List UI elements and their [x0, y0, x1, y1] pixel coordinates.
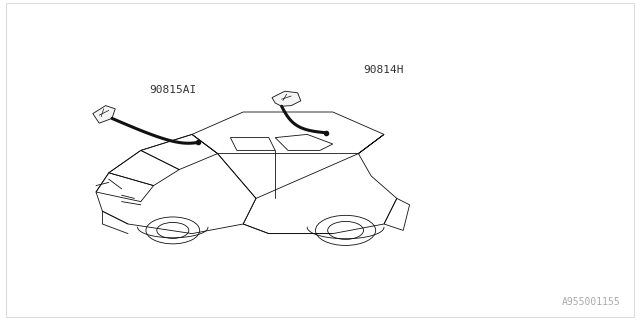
Polygon shape	[93, 106, 115, 123]
Text: 90815AI: 90815AI	[149, 84, 196, 95]
Text: A955001155: A955001155	[562, 297, 621, 307]
Polygon shape	[272, 91, 301, 106]
Text: 90814H: 90814H	[364, 65, 404, 76]
